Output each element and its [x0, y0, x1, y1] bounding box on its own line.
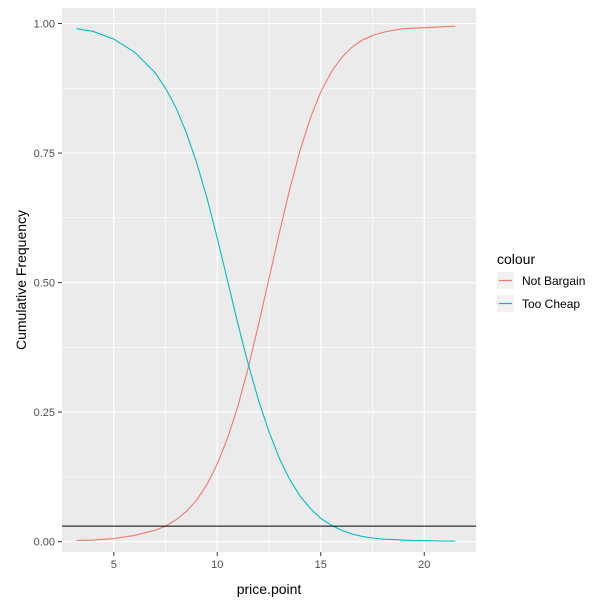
x-axis-title: price.point — [237, 581, 302, 597]
major-gridlines — [62, 8, 476, 552]
x-axis: 5 10 15 20 — [111, 552, 430, 571]
series-line-not-bargain — [76, 25, 456, 542]
legend: colour Not Bargain Too Cheap — [497, 251, 585, 312]
legend-label: Too Cheap — [522, 297, 580, 311]
y-axis: 0.00 0.25 0.50 0.75 1.00 — [34, 19, 62, 549]
y-tick-label: 0.00 — [34, 537, 55, 549]
y-tick-label: 0.75 — [34, 148, 55, 160]
legend-label: Not Bargain — [522, 274, 585, 288]
series-lines — [76, 25, 456, 542]
y-tick-label: 1.00 — [34, 19, 55, 31]
x-tick-label: 15 — [315, 559, 327, 571]
x-tick-label: 10 — [211, 559, 223, 571]
y-axis-title: Cumulative Frequency — [13, 210, 29, 350]
y-tick-label: 0.50 — [34, 278, 55, 290]
legend-items: Not Bargain Too Cheap — [497, 272, 585, 312]
y-tick-label: 0.25 — [34, 407, 55, 419]
x-tick-label: 20 — [418, 559, 430, 571]
legend-title: colour — [497, 251, 535, 267]
series-line-too-cheap — [76, 28, 456, 542]
x-tick-label: 5 — [111, 559, 117, 571]
